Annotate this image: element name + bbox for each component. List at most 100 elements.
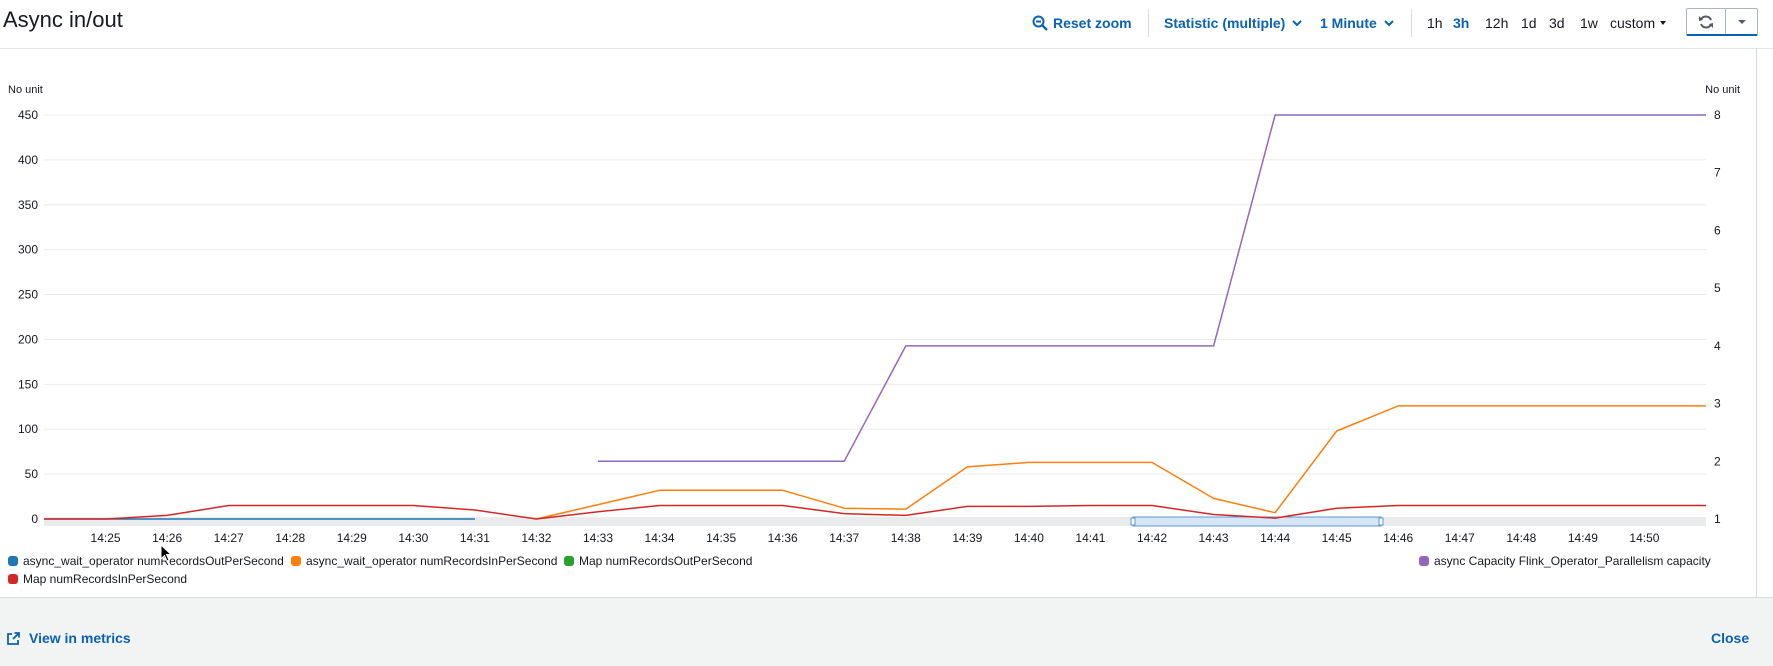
y-right-tick-label: 8: [1714, 108, 1721, 122]
legend-label: Map numRecordsOutPerSecond: [579, 554, 753, 568]
widget-footer: View in metrics Close: [0, 597, 1773, 666]
x-tick-label: 14:28: [275, 531, 305, 545]
y-right-tick-label: 4: [1714, 339, 1721, 353]
period-dropdown[interactable]: 1 Minute: [1320, 0, 1395, 46]
x-axis-brush-track[interactable]: [44, 517, 1706, 526]
legend-label: Map numRecordsInPerSecond: [23, 572, 188, 586]
x-tick-label: 14:45: [1322, 531, 1352, 545]
x-tick-label: 14:29: [337, 531, 367, 545]
x-tick-label: 14:42: [1137, 531, 1167, 545]
statistic-dropdown[interactable]: Statistic (multiple): [1164, 0, 1303, 46]
x-tick-label: 14:25: [91, 531, 121, 545]
x-tick-label: 14:34: [645, 531, 675, 545]
toolbar-divider: [1148, 9, 1149, 37]
x-tick-label: 14:43: [1199, 531, 1229, 545]
x-tick-label: 14:40: [1014, 531, 1044, 545]
y-left-tick-label: 50: [25, 467, 39, 481]
x-tick-label: 14:50: [1629, 531, 1659, 545]
range-custom-label: custom: [1610, 15, 1656, 31]
y-left-tick-label: 100: [18, 422, 38, 436]
refresh-icon: [1699, 15, 1713, 28]
legend-item[interactable]: async_wait_operator numRecordsInPerSecon…: [291, 554, 557, 568]
x-tick-label: 14:48: [1506, 531, 1536, 545]
y-left-tick-label: 300: [18, 243, 38, 257]
mouse-cursor-icon: [160, 544, 172, 562]
y-right-unit-label: No unit: [1705, 84, 1740, 96]
zoom-brush-selection[interactable]: [1132, 516, 1382, 527]
x-tick-label: 14:39: [952, 531, 982, 545]
series-line-4[interactable]: [598, 114, 1706, 463]
x-tick-label: 14:41: [1075, 531, 1105, 545]
brush-handle-right[interactable]: [1378, 517, 1384, 526]
x-tick-label: 14:47: [1445, 531, 1475, 545]
x-tick-label: 14:37: [829, 531, 859, 545]
x-axis-ticks: 14:25 14:26 14:27 14:28 14:29 14:30 14:31 14:32…: [91, 531, 1660, 545]
legend-item[interactable]: async_wait_operator numRecordsOutPerSeco…: [8, 554, 284, 568]
legend-swatch: [564, 556, 574, 566]
refresh-button-group: [1686, 8, 1758, 36]
widget-header: Async in/out Reset zoom Statistic (multi…: [0, 0, 1773, 49]
x-tick-label: 14:26: [152, 531, 182, 545]
y-left-tick-label: 400: [18, 153, 38, 167]
widget-title: Async in/out: [3, 7, 123, 32]
range-1d-label: 1d: [1521, 15, 1537, 31]
y-right-tick-label: 3: [1714, 397, 1721, 411]
x-tick-label: 14:49: [1568, 531, 1598, 545]
x-tick-label: 14:44: [1260, 531, 1290, 545]
y-left-tick-label: 350: [18, 198, 38, 212]
chart-gridlines: [44, 114, 1706, 475]
series-line-3[interactable]: [44, 504, 1706, 520]
x-tick-label: 14:46: [1383, 531, 1413, 545]
brush-handle-left[interactable]: [1130, 517, 1136, 526]
y-left-tick-label: 250: [18, 288, 38, 302]
statistic-label: Statistic (multiple): [1164, 15, 1286, 31]
range-1h[interactable]: 1h: [1427, 0, 1443, 46]
y-left-tick-label: 200: [18, 332, 38, 346]
legend-label: async_wait_operator numRecordsOutPerSeco…: [23, 554, 284, 568]
y-right-tick-label: 5: [1714, 281, 1721, 295]
y-right-tick-label: 2: [1714, 454, 1721, 468]
range-3d[interactable]: 3d: [1549, 0, 1565, 46]
refresh-button[interactable]: [1687, 9, 1726, 34]
x-tick-label: 14:35: [706, 531, 736, 545]
reset-zoom-button[interactable]: Reset zoom: [1032, 0, 1132, 46]
refresh-options-button[interactable]: [1726, 9, 1757, 34]
y-right-tick-label: 6: [1714, 223, 1721, 237]
legend-swatch: [8, 574, 18, 584]
y-left-ticks: 0 50 100 150 200 250 300 350 400 450: [18, 108, 38, 526]
widget-right-border: [1756, 48, 1757, 597]
range-1w-label: 1w: [1580, 15, 1598, 31]
line-chart[interactable]: No unit No unit 0 50 100 150 200 250 300 350 400…: [0, 48, 1756, 548]
view-in-metrics-link[interactable]: View in metrics: [6, 630, 131, 646]
legend-item[interactable]: async Capacity Flink_Operator_Parallelis…: [1419, 554, 1711, 568]
x-tick-label: 14:38: [891, 531, 921, 545]
x-tick-label: 14:36: [768, 531, 798, 545]
y-left-unit-label: No unit: [8, 84, 43, 96]
range-1h-label: 1h: [1427, 15, 1443, 31]
legend-label: async Capacity Flink_Operator_Parallelis…: [1434, 554, 1711, 568]
legend-swatch: [291, 556, 301, 566]
view-in-metrics-label: View in metrics: [29, 630, 131, 646]
legend-item[interactable]: Map numRecordsInPerSecond: [8, 572, 187, 586]
caret-down-icon: [1660, 21, 1667, 25]
period-label: 1 Minute: [1320, 15, 1377, 31]
legend-item[interactable]: Map numRecordsOutPerSecond: [564, 554, 752, 568]
range-1d[interactable]: 1d: [1521, 0, 1537, 46]
y-left-tick-label: 150: [18, 377, 38, 391]
range-12h-label: 12h: [1485, 15, 1509, 31]
y-left-tick-label: 0: [31, 512, 38, 526]
x-tick-label: 14:32: [521, 531, 551, 545]
range-1w[interactable]: 1w: [1580, 0, 1598, 46]
range-3h[interactable]: 3h: [1453, 0, 1469, 46]
range-12h[interactable]: 12h: [1485, 0, 1508, 46]
chart-series: [44, 114, 1706, 520]
external-link-icon: [7, 631, 20, 645]
caret-down-icon: [1737, 19, 1746, 24]
series-line-1[interactable]: [536, 405, 1706, 520]
y-left-tick-label: 450: [18, 108, 38, 122]
reset-zoom-label: Reset zoom: [1053, 15, 1132, 31]
range-custom-dropdown[interactable]: custom: [1610, 0, 1667, 46]
close-button[interactable]: Close: [1711, 630, 1750, 646]
x-tick-label: 14:33: [583, 531, 613, 545]
legend-swatch: [1419, 556, 1429, 566]
